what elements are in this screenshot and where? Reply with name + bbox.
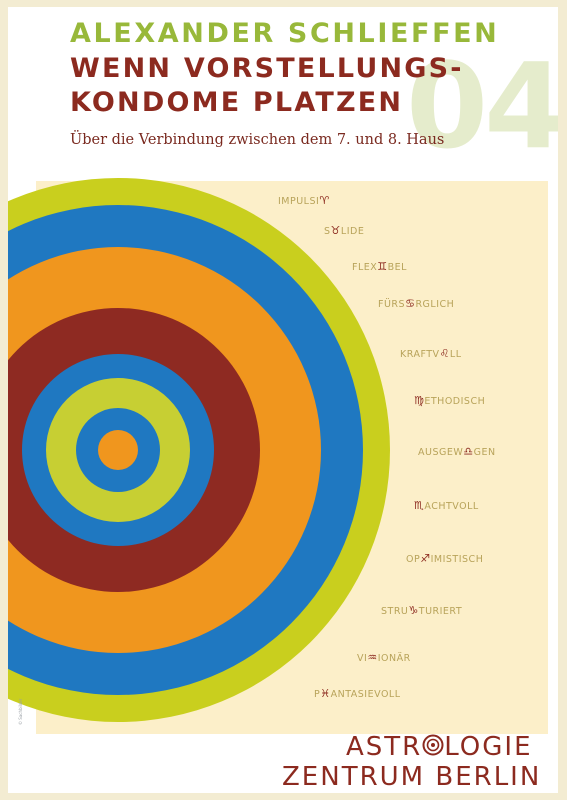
zodiac-word: AUSGEW♎GEN xyxy=(418,445,496,458)
zodiac-glyph-icon: ♈ xyxy=(319,194,330,207)
zodiac-word-text-before: OP xyxy=(406,554,421,565)
concentric-rings-graphic xyxy=(8,178,390,722)
zodiac-glyph-icon: ♐ xyxy=(420,552,431,565)
zodiac-word: FLEX♊BEL xyxy=(352,260,407,273)
zodiac-word-text-before: STRU xyxy=(381,606,409,617)
logo-line-2: ZENTRUM BERLIN xyxy=(282,762,542,792)
zodiac-word-text-after: ANTASIEVOLL xyxy=(330,689,401,700)
zodiac-word: ♍ETHODISCH xyxy=(414,394,485,407)
zodiac-word-text-before: IMPULSI xyxy=(278,196,320,207)
center-orange-dot xyxy=(98,430,138,470)
title-line-2: KONDOME PLATZEN xyxy=(70,87,404,118)
zodiac-word: KRAFTV♌LL xyxy=(400,347,462,360)
zodiac-word-text-before: P xyxy=(314,689,321,700)
zodiac-word-text-before: VI xyxy=(357,653,368,664)
zodiac-word: FÜRS♋RGLICH xyxy=(378,297,454,310)
zodiac-glyph-icon: ♊ xyxy=(377,260,388,273)
zodiac-glyph-icon: ♑ xyxy=(408,604,419,617)
zodiac-word-text-before: FÜRS xyxy=(378,299,406,310)
zodiac-word-text-before: FLEX xyxy=(352,262,378,273)
zodiac-word: ♏ACHTVOLL xyxy=(414,499,479,512)
zodiac-word: OP♐IMISTISCH xyxy=(406,552,483,565)
zodiac-glyph-icon: ♌ xyxy=(439,347,450,360)
subtitle: Über die Verbindung zwischen dem 7. und … xyxy=(70,132,445,148)
zodiac-word-text-after: GEN xyxy=(473,447,496,458)
zodiac-word-text-after: LL xyxy=(449,349,462,360)
zodiac-word-text-after: BEL xyxy=(387,262,407,273)
zodiac-word-text-after: LIDE xyxy=(340,226,365,237)
zodiac-glyph-icon: ♉ xyxy=(330,224,341,237)
issue-number: 04 xyxy=(406,37,558,175)
author-name: ALEXANDER SCHLIEFFEN xyxy=(70,18,500,49)
logo-line-1: ASTR LOGIE xyxy=(346,732,533,762)
zodiac-word-text-after: RGLICH xyxy=(415,299,455,310)
zodiac-glyph-icon: ♋ xyxy=(405,297,416,310)
zodiac-word-text-before: AUSGEW xyxy=(418,447,464,458)
zodiac-glyph-icon: ♎ xyxy=(463,445,474,458)
spiral-o-icon xyxy=(422,734,444,755)
zodiac-word-text-after: ETHODISCH xyxy=(424,396,486,407)
zodiac-word-text-before: S xyxy=(324,226,331,237)
zodiac-word-text-after: ACHTVOLL xyxy=(424,501,479,512)
zodiac-word: S♉LIDE xyxy=(324,224,364,237)
zodiac-glyph-icon: ♏ xyxy=(414,499,425,512)
zodiac-glyph-icon: ♓ xyxy=(320,687,331,700)
zodiac-word: P♓ANTASIEVOLL xyxy=(314,687,401,700)
title-line-1: WENN VORSTELLUNGS- xyxy=(70,53,464,84)
zodiac-word: IMPULSI♈ xyxy=(278,194,330,207)
logo-text-before: ASTR xyxy=(346,732,423,762)
zodiac-word: VI♒IONÄR xyxy=(357,651,411,664)
photo-credit: © Sachbilder xyxy=(18,698,23,725)
zodiac-word-text-before: KRAFTV xyxy=(400,349,440,360)
poster: 04 ALEXANDER SCHLIEFFEN WENN VORSTELLUNG… xyxy=(8,7,558,793)
zodiac-word-text-after: IMISTISCH xyxy=(430,554,484,565)
zodiac-word: STRU♑TURIERT xyxy=(381,604,462,617)
zodiac-glyph-icon: ♍ xyxy=(414,394,425,407)
zodiac-word-text-after: IONÄR xyxy=(377,653,411,664)
zodiac-word-text-after: TURIERT xyxy=(418,606,463,617)
zodiac-glyph-icon: ♒ xyxy=(367,651,378,664)
logo-text-after: LOGIE xyxy=(444,732,533,762)
